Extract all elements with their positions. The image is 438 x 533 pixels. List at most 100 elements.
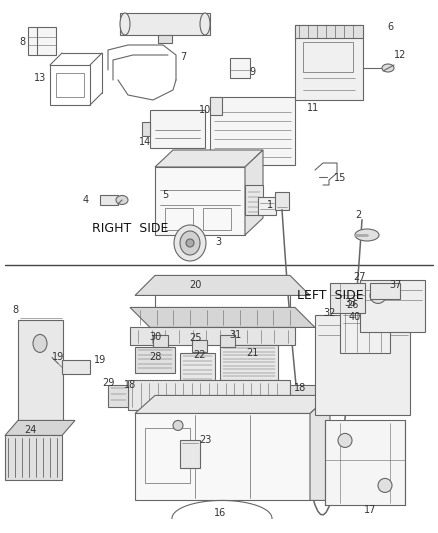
Polygon shape bbox=[120, 13, 210, 35]
Text: 18: 18 bbox=[294, 383, 306, 393]
Text: 2: 2 bbox=[355, 210, 361, 220]
Bar bbox=[370, 284, 400, 300]
Ellipse shape bbox=[186, 239, 194, 247]
Text: 10: 10 bbox=[199, 105, 211, 115]
Ellipse shape bbox=[180, 231, 200, 255]
Text: 24: 24 bbox=[24, 425, 36, 435]
Text: 21: 21 bbox=[246, 349, 258, 358]
Ellipse shape bbox=[382, 64, 394, 72]
Polygon shape bbox=[310, 395, 330, 500]
Text: 4: 4 bbox=[83, 195, 89, 205]
Ellipse shape bbox=[200, 13, 210, 35]
Bar bbox=[330, 284, 365, 313]
Bar bbox=[180, 440, 200, 469]
Bar bbox=[50, 65, 90, 105]
Text: 3: 3 bbox=[215, 237, 221, 247]
Text: 18: 18 bbox=[124, 381, 136, 391]
Text: 8: 8 bbox=[19, 37, 25, 47]
Polygon shape bbox=[135, 395, 330, 414]
Text: 13: 13 bbox=[34, 73, 46, 83]
Ellipse shape bbox=[33, 334, 47, 352]
Text: LEFT  SIDE: LEFT SIDE bbox=[297, 289, 363, 302]
Bar bbox=[295, 25, 363, 100]
Polygon shape bbox=[135, 348, 175, 374]
Polygon shape bbox=[5, 435, 62, 480]
Text: 33: 33 bbox=[344, 298, 356, 309]
Bar bbox=[245, 185, 263, 215]
Ellipse shape bbox=[173, 421, 183, 431]
Text: 29: 29 bbox=[102, 378, 114, 389]
Polygon shape bbox=[130, 327, 295, 345]
Bar bbox=[230, 58, 250, 78]
Text: 40: 40 bbox=[349, 312, 361, 322]
Bar bbox=[158, 35, 172, 43]
Text: 9: 9 bbox=[249, 67, 255, 77]
Bar bbox=[295, 25, 363, 38]
Ellipse shape bbox=[338, 433, 352, 447]
Bar bbox=[303, 42, 353, 72]
Text: 27: 27 bbox=[354, 272, 366, 282]
Ellipse shape bbox=[370, 287, 386, 303]
Bar bbox=[340, 305, 390, 353]
Ellipse shape bbox=[174, 225, 206, 261]
Text: 15: 15 bbox=[334, 173, 346, 183]
Text: 37: 37 bbox=[389, 280, 401, 290]
Text: 22: 22 bbox=[194, 350, 206, 360]
Ellipse shape bbox=[378, 479, 392, 492]
Polygon shape bbox=[220, 345, 278, 381]
Text: 20: 20 bbox=[189, 280, 201, 290]
Text: RIGHT  SIDE: RIGHT SIDE bbox=[92, 222, 168, 235]
Bar bbox=[153, 335, 168, 348]
Bar bbox=[315, 316, 410, 415]
Polygon shape bbox=[135, 276, 310, 295]
Bar bbox=[142, 122, 150, 136]
Bar bbox=[192, 341, 207, 352]
Text: 25: 25 bbox=[189, 334, 201, 343]
Text: 7: 7 bbox=[180, 52, 186, 62]
Polygon shape bbox=[128, 381, 290, 410]
Polygon shape bbox=[325, 421, 405, 505]
Bar bbox=[150, 110, 205, 148]
Text: 12: 12 bbox=[394, 50, 406, 60]
Polygon shape bbox=[135, 414, 310, 500]
Polygon shape bbox=[290, 385, 315, 406]
Text: 26: 26 bbox=[346, 301, 358, 310]
Text: 19: 19 bbox=[94, 356, 106, 366]
Polygon shape bbox=[245, 150, 263, 235]
Text: 28: 28 bbox=[149, 352, 161, 362]
Ellipse shape bbox=[120, 13, 130, 35]
Text: 8: 8 bbox=[12, 305, 18, 316]
Bar bbox=[155, 167, 245, 235]
Text: 14: 14 bbox=[139, 137, 151, 147]
Bar bbox=[108, 385, 128, 407]
Text: 6: 6 bbox=[387, 22, 393, 32]
Bar bbox=[203, 208, 231, 230]
Bar bbox=[220, 335, 235, 348]
Text: 19: 19 bbox=[52, 352, 64, 362]
Text: 32: 32 bbox=[324, 309, 336, 318]
Bar bbox=[360, 280, 425, 333]
Polygon shape bbox=[155, 150, 263, 167]
Text: 11: 11 bbox=[307, 103, 319, 113]
Bar bbox=[56, 73, 84, 97]
Text: 23: 23 bbox=[199, 435, 211, 446]
Bar bbox=[210, 97, 222, 115]
Bar bbox=[165, 208, 193, 230]
Bar bbox=[100, 195, 118, 205]
Bar bbox=[275, 192, 289, 210]
Bar bbox=[145, 429, 190, 483]
Bar bbox=[62, 360, 90, 375]
Ellipse shape bbox=[355, 229, 379, 241]
Bar bbox=[28, 27, 56, 55]
Text: 30: 30 bbox=[149, 333, 161, 342]
Polygon shape bbox=[180, 353, 215, 383]
Text: 1: 1 bbox=[267, 200, 273, 210]
Text: 31: 31 bbox=[229, 330, 241, 341]
Text: 5: 5 bbox=[162, 190, 168, 200]
Ellipse shape bbox=[116, 196, 128, 205]
Text: 16: 16 bbox=[214, 508, 226, 519]
Polygon shape bbox=[5, 421, 75, 435]
Bar bbox=[210, 97, 295, 165]
Text: 17: 17 bbox=[364, 505, 376, 515]
Polygon shape bbox=[130, 308, 315, 327]
